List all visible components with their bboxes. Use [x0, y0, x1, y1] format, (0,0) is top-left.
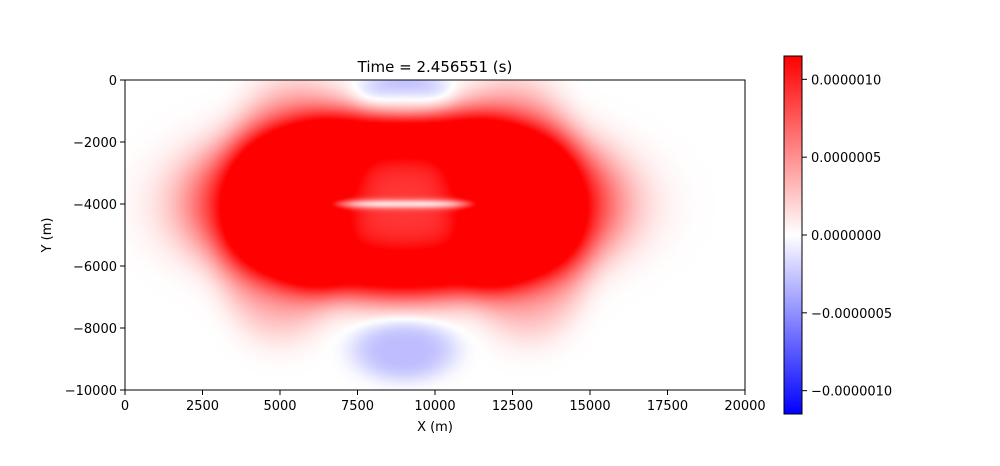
y-tick-label: −4000 — [73, 198, 117, 213]
field-raster — [125, 80, 745, 390]
x-tick-label: 15000 — [569, 399, 610, 414]
colorbar-gradient — [783, 55, 803, 415]
colorbar: 0.0000010 0.0000005 0.0000000 −0.0000005 −0.… — [783, 55, 892, 415]
x-axis-label: X (m) — [417, 420, 453, 435]
x-tick-label: 7500 — [341, 399, 374, 414]
y-axis: 0 −2000 −4000 −6000 −8000 −10000 — [65, 74, 125, 399]
colorbar-ticks: 0.0000010 0.0000005 0.0000000 −0.0000005 −0.… — [802, 73, 892, 400]
colorbar-tick-label: 0.0000010 — [811, 73, 881, 88]
x-axis: 0 2500 5000 7500 10000 12500 15000 17500 20000 — [121, 390, 766, 414]
x-tick-label: 17500 — [647, 399, 688, 414]
plot-area — [124, 79, 746, 391]
y-tick-label: 0 — [109, 74, 117, 89]
y-axis-label: Y (m) — [40, 218, 55, 254]
x-tick-label: 2500 — [186, 399, 219, 414]
chart-title: Time = 2.456551 (s) — [357, 58, 513, 76]
colorbar-tick-label: −0.0000010 — [811, 385, 892, 400]
y-tick-label: −6000 — [73, 260, 117, 275]
y-tick-label: −10000 — [65, 384, 117, 399]
y-tick-label: −8000 — [73, 322, 117, 337]
x-tick-label: 10000 — [414, 399, 455, 414]
colorbar-tick-label: 0.0000005 — [811, 151, 881, 166]
colorbar-tick-label: 0.0000000 — [811, 229, 881, 244]
x-tick-label: 0 — [121, 399, 129, 414]
x-tick-label: 5000 — [263, 399, 296, 414]
x-tick-label: 12500 — [492, 399, 533, 414]
y-tick-label: −2000 — [73, 136, 117, 151]
colorbar-tick-label: −0.0000005 — [811, 307, 892, 322]
x-tick-label: 20000 — [724, 399, 765, 414]
